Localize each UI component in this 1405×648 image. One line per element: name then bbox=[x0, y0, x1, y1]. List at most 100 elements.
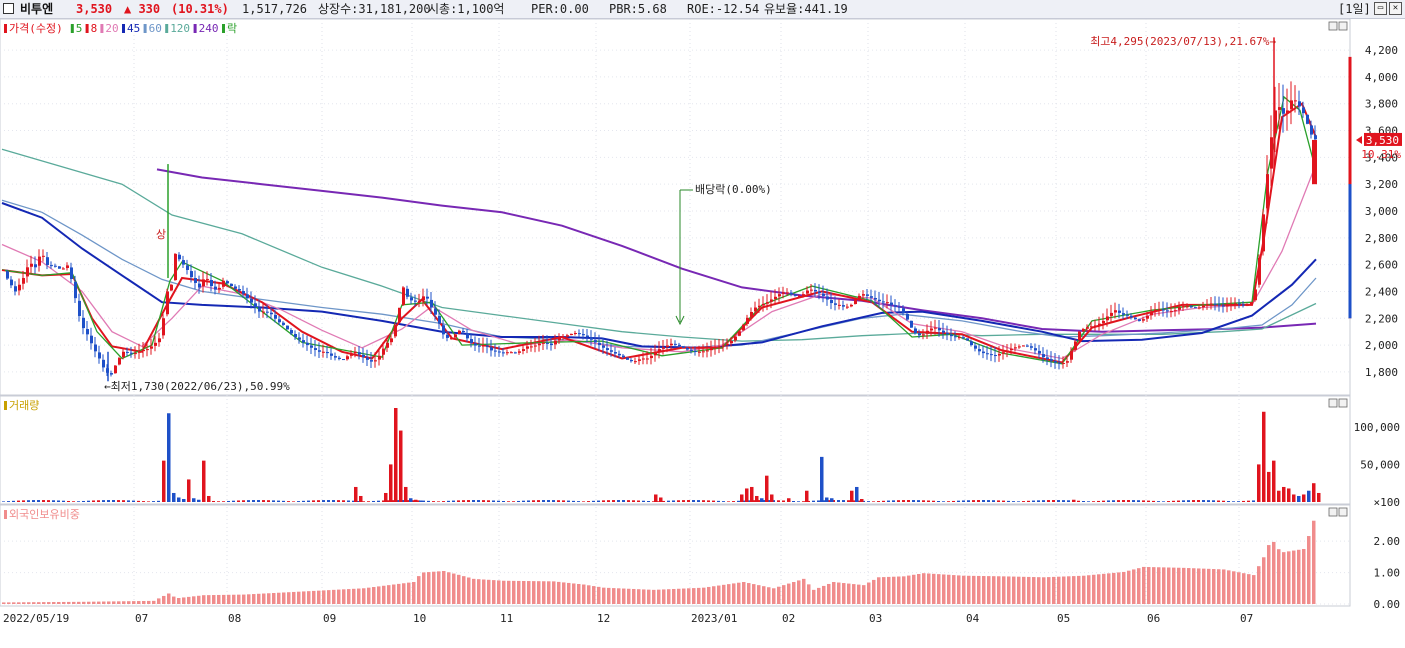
candle-body bbox=[198, 283, 201, 288]
candle-body bbox=[18, 284, 21, 291]
volume-bar-small bbox=[27, 500, 30, 502]
volume-bar bbox=[197, 499, 201, 502]
candle-body bbox=[730, 341, 733, 344]
candle-body bbox=[1054, 360, 1057, 363]
volume-bar bbox=[359, 495, 363, 502]
candle-body bbox=[946, 332, 949, 335]
volume-bar bbox=[389, 464, 393, 502]
candle-body bbox=[994, 355, 997, 357]
candle-body bbox=[338, 357, 341, 359]
volume-bar-small bbox=[97, 500, 100, 502]
volume-bar-small bbox=[887, 500, 890, 502]
candle-body bbox=[966, 338, 969, 341]
ma-line-45 bbox=[1, 202, 1317, 349]
candle-body bbox=[290, 330, 293, 334]
foreign-ratio-bar bbox=[387, 585, 391, 604]
volume-bar bbox=[162, 460, 166, 502]
foreign-ratio-bar bbox=[1147, 567, 1151, 604]
candle-body bbox=[222, 280, 225, 287]
volume-bar-small bbox=[1107, 500, 1110, 502]
panel-checkbox[interactable] bbox=[3, 3, 14, 14]
foreign-ratio-bar bbox=[512, 580, 516, 604]
volume-bar bbox=[1312, 483, 1316, 502]
foreign-ratio-bar bbox=[1217, 569, 1221, 604]
volume-bar bbox=[1287, 488, 1291, 502]
foreign-ratio-bar bbox=[187, 596, 191, 604]
candle-body bbox=[802, 294, 805, 296]
candle-body bbox=[194, 278, 197, 283]
volume-bar-small bbox=[562, 500, 565, 502]
candle-body bbox=[10, 279, 13, 286]
foreign-ratio-bar bbox=[992, 576, 996, 604]
volume-bar-small bbox=[1142, 500, 1145, 502]
price-tick-label: 2,200 bbox=[1365, 312, 1398, 325]
volume-bar bbox=[1282, 486, 1286, 502]
volume-bar-small bbox=[1207, 500, 1210, 502]
volume-bar-small bbox=[122, 500, 125, 502]
volume-bar-small bbox=[402, 500, 405, 502]
volume-bar-small bbox=[1052, 500, 1055, 502]
foreign-ratio-bar bbox=[72, 601, 76, 604]
x-tick-label: 07 bbox=[135, 612, 148, 625]
volume-tick-label: 50,000 bbox=[1360, 458, 1400, 471]
foreign-ratio-bar bbox=[742, 582, 746, 604]
candle-body bbox=[626, 357, 629, 360]
foreign-ratio-bar bbox=[647, 589, 651, 604]
foreign-ratio-bar bbox=[1002, 576, 1006, 604]
foreign-ratio-bar bbox=[82, 601, 86, 604]
candle-body bbox=[722, 345, 725, 347]
volume-bar-small bbox=[597, 500, 600, 502]
candle-body bbox=[582, 334, 585, 336]
volume-bar-small bbox=[617, 500, 620, 502]
foreign-ratio-bar bbox=[762, 586, 766, 604]
volume-bar-small bbox=[1182, 500, 1185, 502]
candle-body bbox=[1250, 302, 1253, 305]
price-tick-label: 2,000 bbox=[1365, 339, 1398, 352]
volume-bar-small bbox=[2, 501, 5, 502]
foreign-ratio-bar bbox=[327, 590, 331, 604]
volume-bar-small bbox=[342, 500, 345, 502]
candle-body bbox=[1122, 313, 1125, 315]
candle-body bbox=[942, 330, 945, 333]
foreign-ratio-bar bbox=[1272, 541, 1276, 604]
foreign-ratio-bar bbox=[1067, 576, 1071, 604]
volume-bar-small bbox=[682, 500, 685, 502]
candle-body bbox=[462, 330, 465, 333]
foreign-ratio-bar bbox=[1142, 566, 1146, 604]
candle-body bbox=[1234, 303, 1237, 305]
foreign-ratio-bar bbox=[1092, 574, 1096, 604]
volume-bar-small bbox=[1222, 500, 1225, 502]
foreign-ratio-bar bbox=[357, 588, 361, 604]
foreign-ratio-bar bbox=[602, 587, 606, 604]
volume-bar-small bbox=[137, 500, 140, 502]
volume-bar bbox=[740, 494, 744, 502]
candle-body bbox=[566, 335, 569, 337]
low-annotation: ←최저1,730(2022/06/23),50.99% bbox=[104, 380, 290, 393]
foreign-ratio-bar bbox=[637, 589, 641, 604]
volume-bar-small bbox=[1187, 500, 1190, 502]
candle-body bbox=[382, 348, 385, 355]
candle-body bbox=[878, 299, 881, 302]
candle-body bbox=[534, 345, 537, 347]
candle-body bbox=[2, 269, 5, 271]
period-selector[interactable]: [1일] bbox=[1338, 2, 1371, 16]
volume-bar-small bbox=[1097, 500, 1100, 502]
foreign-ratio-bar bbox=[847, 583, 851, 604]
volume-bar bbox=[1317, 492, 1321, 502]
price-legend-swatch bbox=[165, 24, 169, 33]
restore-icon[interactable]: ▭ bbox=[1374, 2, 1387, 15]
close-icon[interactable]: ✕ bbox=[1389, 2, 1402, 15]
foreign-ratio-bar bbox=[677, 588, 681, 604]
foreign-ratio-bar bbox=[657, 589, 661, 604]
volume-bar-small bbox=[1127, 500, 1130, 502]
volume-bar-small bbox=[82, 500, 85, 502]
volume-bar-small bbox=[12, 500, 15, 502]
volume-bar-small bbox=[442, 501, 445, 502]
foreign-ratio-bar bbox=[962, 575, 966, 604]
volume-bar-small bbox=[292, 501, 295, 502]
volume-bar bbox=[1277, 490, 1281, 502]
foreign-ratio-bar bbox=[472, 578, 476, 604]
volume-bar bbox=[820, 456, 824, 502]
x-tick-label: 11 bbox=[500, 612, 513, 625]
